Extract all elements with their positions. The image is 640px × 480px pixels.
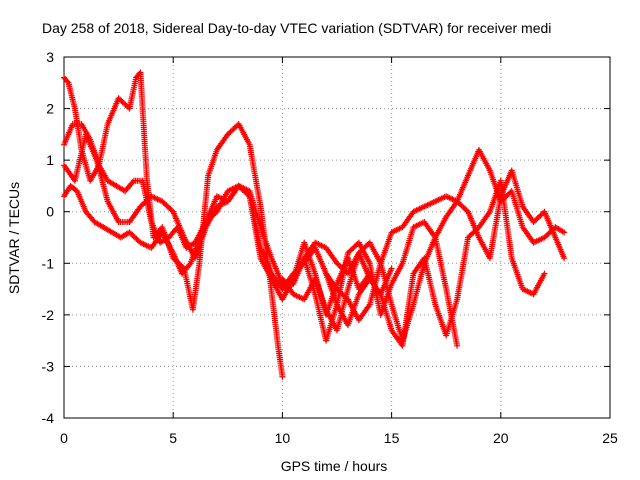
data-marker bbox=[245, 191, 252, 198]
data-marker bbox=[168, 207, 175, 214]
data-marker bbox=[136, 70, 143, 77]
data-marker bbox=[463, 207, 470, 214]
plot-frame bbox=[63, 56, 611, 419]
x-tick-label: 15 bbox=[384, 430, 400, 446]
chart-title: Day 258 of 2018, Sidereal Day-to-day VTE… bbox=[42, 20, 551, 36]
data-point bbox=[561, 229, 568, 236]
data-point bbox=[561, 255, 568, 262]
series-trace-7 bbox=[323, 177, 548, 349]
y-tick-label: 2 bbox=[46, 101, 54, 117]
x-tick-label: 0 bbox=[60, 430, 68, 446]
x-tick-label: 5 bbox=[169, 430, 177, 446]
x-tick-label: 10 bbox=[275, 430, 291, 446]
y-tick-label: -3 bbox=[42, 358, 55, 374]
x-tick-label: 25 bbox=[602, 430, 618, 446]
data-marks bbox=[61, 69, 568, 380]
axis-ticks: 0 5 10 15 20 25 -4 -3 -2 -1 0 1 2 3 bbox=[42, 49, 618, 446]
y-tick-label: 0 bbox=[46, 204, 54, 220]
data-marker bbox=[64, 78, 71, 85]
y-tick-label: 1 bbox=[46, 152, 54, 168]
y-tick-label: -1 bbox=[42, 255, 55, 271]
x-axis-label: GPS time / hours bbox=[281, 458, 388, 474]
y-tick-label: 3 bbox=[46, 49, 54, 65]
y-tick-label: -2 bbox=[42, 307, 55, 323]
data-point bbox=[388, 265, 395, 272]
data-point bbox=[541, 270, 548, 277]
x-tick-label: 20 bbox=[493, 430, 509, 446]
y-tick-label: -4 bbox=[42, 410, 55, 426]
data-point bbox=[454, 342, 461, 349]
data-point bbox=[279, 373, 286, 380]
y-axis-label: SDTVAR / TECUs bbox=[6, 182, 22, 294]
